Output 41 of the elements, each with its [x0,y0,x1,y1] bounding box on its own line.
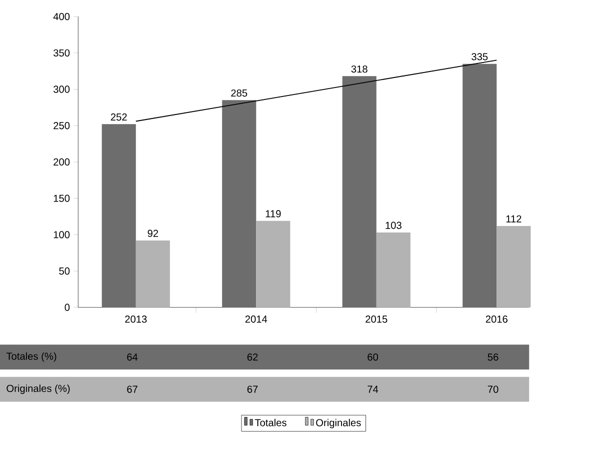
x-tick-label: 2016 [486,316,508,323]
text: Originales (%) [6,384,70,394]
y-tick-label: 300 [54,86,70,94]
data-label: 119 [266,210,281,218]
legend-label: Totales [254,419,286,426]
data-label: 103 [386,222,402,230]
bar [496,226,531,308]
text: 62 [247,354,258,361]
y-tick-label: 50 [59,268,70,275]
y-tick-label: 400 [53,13,70,20]
text: 64 [127,354,138,361]
text: 60 [368,354,378,361]
data-label: 285 [231,90,248,97]
y-tick-label: 350 [54,50,70,57]
bar [256,221,290,308]
data-label: 318 [351,66,368,73]
text: 67 [127,386,138,394]
data-label: 252 [110,114,127,121]
text: 67 [247,386,258,394]
data-label: 335 [472,53,488,60]
y-tick-label: 0 [64,304,70,312]
x-tick-label: 2015 [366,316,388,323]
bar [102,124,136,308]
x-tick-label: 2013 [125,316,147,323]
bar [376,232,410,308]
x-tick-label: 2014 [245,316,268,323]
bar [462,64,497,308]
data-label: 112 [506,216,522,223]
bar [136,240,170,308]
legend-label: Originales [316,419,361,428]
y-tick-label: 150 [54,194,70,202]
data-label: 92 [148,230,158,238]
bar [342,76,376,308]
text: 56 [488,354,498,361]
y-tick-label: 200 [54,158,70,166]
text: Totales (%) [6,352,56,362]
text: 70 [488,386,498,394]
y-tick-label: 100 [54,231,70,238]
bar [222,100,256,308]
y-tick-label: 250 [54,122,70,130]
text: 74 [368,386,378,393]
